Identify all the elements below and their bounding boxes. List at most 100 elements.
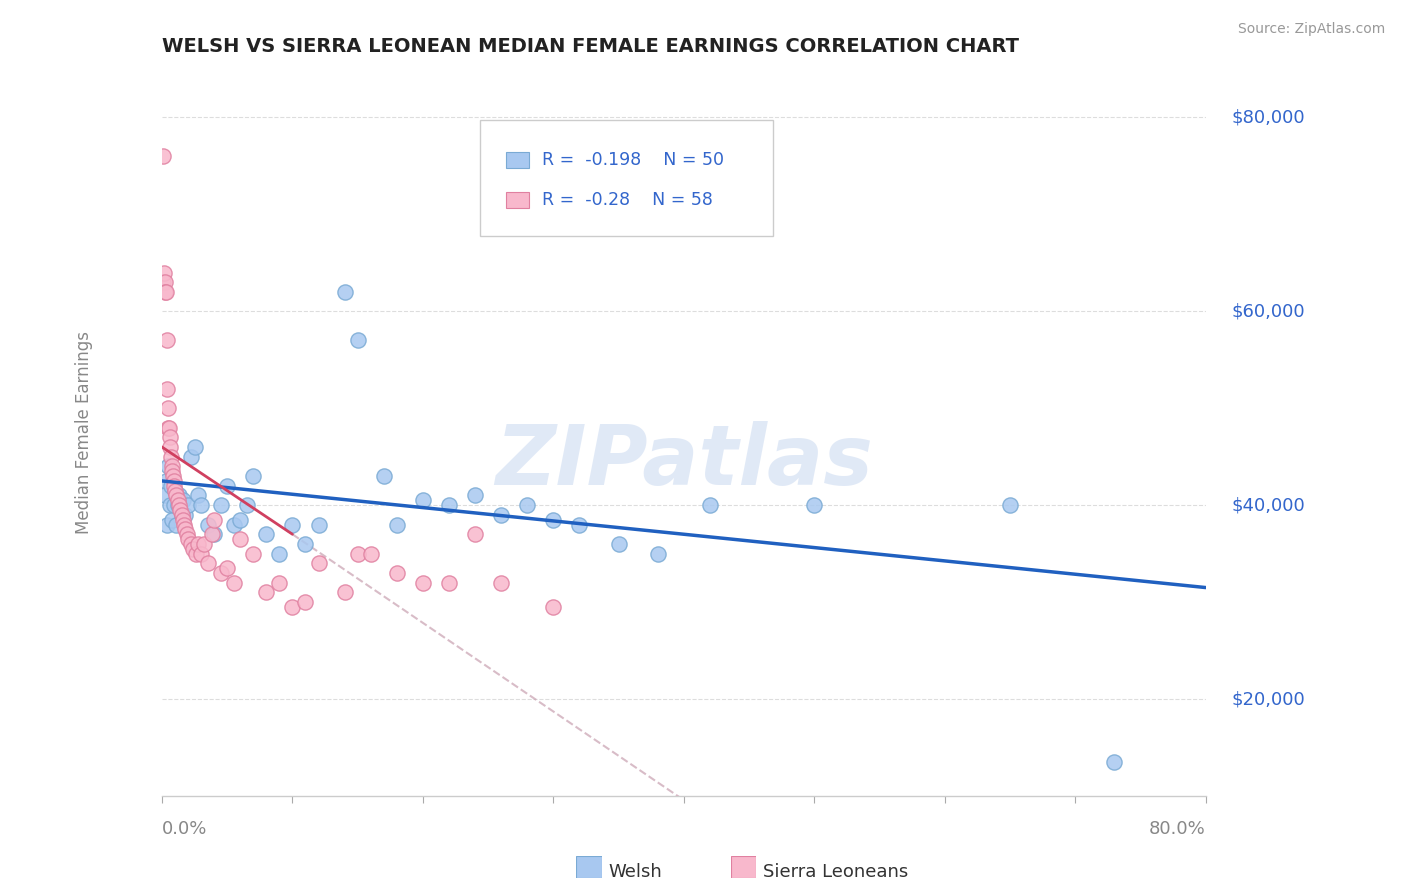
Point bbox=[167, 488, 190, 502]
Point bbox=[699, 498, 721, 512]
Text: 80.0%: 80.0% bbox=[1149, 821, 1206, 838]
Text: $40,000: $40,000 bbox=[1232, 496, 1306, 514]
Point bbox=[153, 266, 176, 280]
Point bbox=[437, 575, 460, 590]
Point bbox=[373, 469, 395, 483]
Point bbox=[187, 488, 209, 502]
Point bbox=[254, 527, 277, 541]
Text: R =  -0.198    N = 50: R = -0.198 N = 50 bbox=[541, 151, 724, 169]
Text: Sierra Leoneans: Sierra Leoneans bbox=[763, 863, 908, 881]
Point bbox=[236, 498, 259, 512]
Point bbox=[156, 517, 179, 532]
FancyBboxPatch shape bbox=[481, 120, 772, 236]
Point bbox=[489, 575, 512, 590]
Point bbox=[170, 508, 193, 522]
Point bbox=[489, 508, 512, 522]
Point bbox=[170, 508, 193, 522]
Point bbox=[169, 503, 191, 517]
Point bbox=[543, 513, 565, 527]
Point bbox=[174, 508, 197, 522]
Point bbox=[153, 275, 176, 289]
Point bbox=[159, 498, 181, 512]
Point bbox=[281, 599, 304, 614]
Text: $60,000: $60,000 bbox=[1232, 302, 1305, 320]
Point bbox=[155, 474, 177, 488]
Point bbox=[229, 513, 252, 527]
Point bbox=[152, 275, 174, 289]
Point bbox=[202, 527, 225, 541]
Text: R =  -0.28    N = 58: R = -0.28 N = 58 bbox=[541, 192, 713, 210]
Point bbox=[181, 541, 204, 556]
Point bbox=[269, 575, 291, 590]
Point bbox=[155, 285, 177, 299]
Point bbox=[464, 488, 486, 502]
Point bbox=[202, 513, 225, 527]
Point bbox=[193, 537, 215, 551]
Point bbox=[647, 547, 669, 561]
Point bbox=[172, 513, 194, 527]
Point bbox=[160, 479, 183, 493]
Point bbox=[333, 585, 356, 599]
Point bbox=[157, 420, 180, 434]
Point bbox=[412, 493, 434, 508]
Point bbox=[163, 498, 186, 512]
Point bbox=[166, 493, 188, 508]
Point bbox=[217, 561, 239, 575]
Point bbox=[180, 537, 202, 551]
Point bbox=[568, 517, 591, 532]
Point bbox=[209, 498, 232, 512]
Point bbox=[998, 498, 1021, 512]
Point bbox=[163, 483, 186, 498]
Text: Median Female Earnings: Median Female Earnings bbox=[75, 331, 93, 534]
Text: 0.0%: 0.0% bbox=[162, 821, 207, 838]
Point bbox=[153, 488, 176, 502]
Point bbox=[160, 450, 183, 464]
Point bbox=[607, 537, 630, 551]
Point bbox=[163, 483, 186, 498]
Point bbox=[242, 547, 264, 561]
Point bbox=[163, 479, 186, 493]
Point bbox=[385, 566, 408, 580]
FancyBboxPatch shape bbox=[506, 193, 529, 209]
Point bbox=[190, 498, 212, 512]
Point bbox=[254, 585, 277, 599]
Point bbox=[269, 547, 291, 561]
Point bbox=[163, 474, 186, 488]
Point bbox=[197, 557, 219, 571]
Point bbox=[156, 382, 179, 396]
Point bbox=[177, 532, 200, 546]
Point bbox=[209, 566, 232, 580]
Point bbox=[346, 334, 368, 348]
Point bbox=[173, 517, 195, 532]
Point bbox=[217, 479, 239, 493]
Point bbox=[1104, 755, 1126, 769]
Point bbox=[803, 498, 825, 512]
Point bbox=[516, 498, 538, 512]
Point bbox=[167, 498, 190, 512]
Point bbox=[180, 450, 202, 464]
Point bbox=[162, 469, 184, 483]
Point bbox=[157, 459, 180, 474]
Point bbox=[174, 522, 197, 536]
Point bbox=[346, 547, 368, 561]
Point bbox=[308, 557, 330, 571]
Point bbox=[162, 464, 184, 478]
Point bbox=[197, 517, 219, 532]
Point bbox=[155, 334, 177, 348]
Point bbox=[159, 440, 181, 454]
Point bbox=[177, 498, 200, 512]
Point bbox=[176, 527, 198, 541]
Point bbox=[543, 599, 565, 614]
Point bbox=[360, 547, 382, 561]
Text: $20,000: $20,000 bbox=[1232, 690, 1306, 708]
Point bbox=[172, 493, 194, 508]
Text: $80,000: $80,000 bbox=[1232, 109, 1305, 127]
Point bbox=[464, 527, 486, 541]
Point bbox=[437, 498, 460, 512]
Point bbox=[294, 595, 316, 609]
Point bbox=[222, 575, 245, 590]
Point bbox=[184, 547, 207, 561]
Point bbox=[166, 498, 188, 512]
Point bbox=[152, 149, 174, 163]
Point bbox=[229, 532, 252, 546]
